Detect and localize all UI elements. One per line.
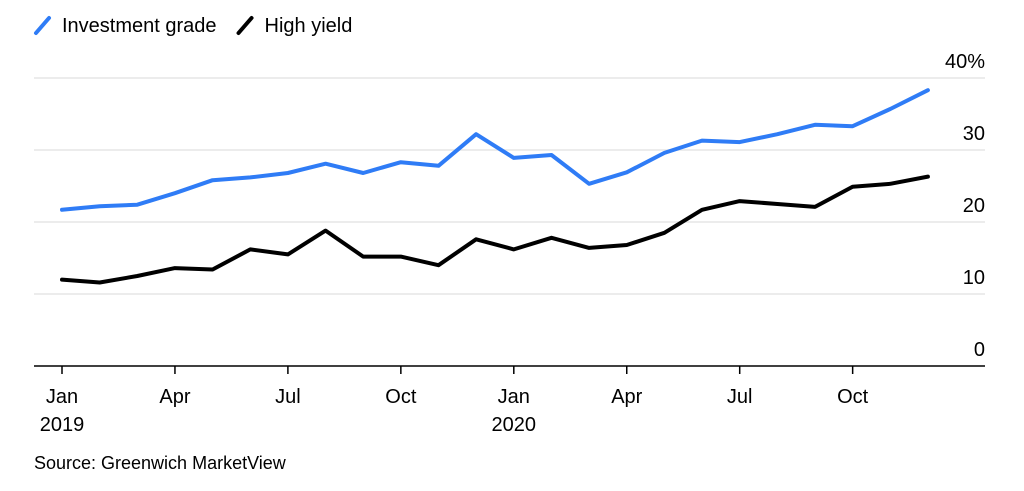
x-tick-label: Oct [837, 386, 869, 408]
y-tick-label: 20 [963, 195, 985, 217]
x-tick-label: Jul [727, 386, 753, 408]
series-line-high-yield [60, 174, 930, 285]
series-lines [60, 88, 930, 285]
source-note: Source: Greenwich MarketView [34, 453, 286, 473]
x-tick-label: Oct [385, 386, 417, 408]
x-tick-label: Apr [611, 386, 642, 408]
line-chart: 0 10 20 30 40% Jan 2019 Apr Jul Oct Jan 2020 Apr Jul… [34, 15, 985, 436]
x-tick-label: Jan [46, 386, 78, 408]
legend: Investment grade High yield [34, 15, 353, 37]
x-tick-label: Apr [159, 386, 190, 408]
y-tick-label: 0 [974, 339, 985, 361]
x-tick-label: Jan [498, 386, 530, 408]
grid-lines [34, 77, 985, 295]
x-tick-year-label: 2019 [40, 414, 85, 436]
x-axis: Jan 2019 Apr Jul Oct Jan 2020 Apr Jul Oct [34, 365, 985, 436]
y-tick-label: 30 [963, 123, 985, 145]
series-line-investment-grade [60, 88, 930, 212]
legend-swatch-high-yield [236, 16, 254, 35]
legend-label-high-yield: High yield [265, 15, 353, 37]
x-tick-year-label: 2020 [492, 414, 537, 436]
legend-label-investment-grade: Investment grade [62, 15, 217, 37]
y-tick-label: 40% [945, 51, 985, 73]
x-tick-label: Jul [275, 386, 301, 408]
y-axis-tick-labels: 0 10 20 30 40% [945, 51, 985, 361]
legend-swatch-investment-grade [34, 16, 51, 35]
y-tick-label: 10 [963, 267, 985, 289]
